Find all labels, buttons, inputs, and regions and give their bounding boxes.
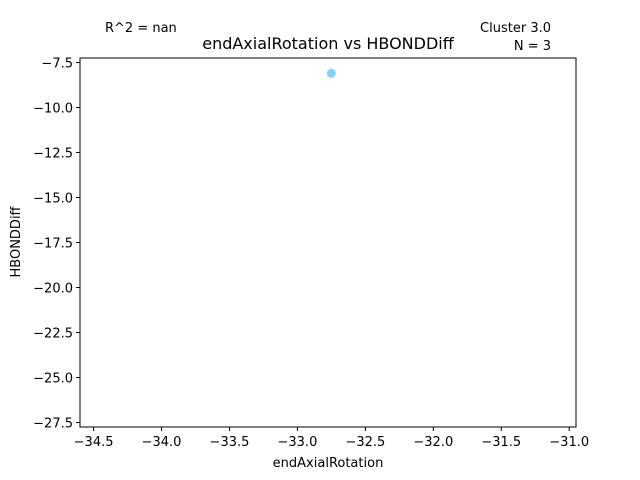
y-tick-label: −17.5: [33, 237, 73, 252]
chart-title: endAxialRotation vs HBONDDiff: [202, 34, 455, 53]
x-tick-label: −34.5: [74, 435, 114, 450]
x-tick-label: −33.0: [278, 435, 318, 450]
cluster-annotation: Cluster 3.0: [480, 21, 551, 36]
data-point: [326, 68, 336, 78]
y-tick-label: −12.5: [33, 147, 73, 162]
y-tick-label: −7.5: [41, 57, 73, 72]
x-tick-label: −34.0: [142, 435, 182, 450]
x-tick-label: −31.5: [481, 435, 521, 450]
x-tick-label: −31.0: [549, 435, 589, 450]
x-tick-label: −33.5: [210, 435, 250, 450]
x-tick-label: −32.5: [345, 435, 385, 450]
y-tick-label: −25.0: [33, 372, 73, 387]
r2-annotation: R^2 = nan: [105, 21, 177, 36]
plot-area-frame: [79, 57, 577, 428]
x-tick-label: −32.0: [413, 435, 453, 450]
count-annotation: N = 3: [514, 39, 551, 54]
y-axis-label: HBONDDiff: [9, 205, 24, 277]
y-tick-label: −27.5: [33, 417, 73, 432]
y-tick-label: −15.0: [33, 192, 73, 207]
y-tick-label: −10.0: [33, 102, 73, 117]
y-tick-label: −22.5: [33, 327, 73, 342]
x-axis-label: endAxialRotation: [273, 456, 384, 471]
y-tick-label: −20.0: [33, 282, 73, 297]
